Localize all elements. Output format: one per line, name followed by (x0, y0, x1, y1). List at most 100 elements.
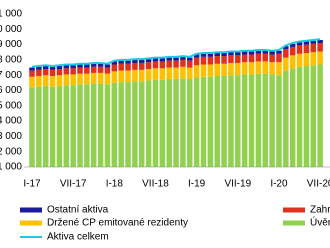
bar-segment (200, 56, 207, 65)
bar-segment (317, 40, 323, 44)
bar-segment (235, 75, 241, 167)
bar-segment (269, 74, 275, 167)
bar-segment (262, 61, 268, 74)
bar-segment (104, 73, 111, 85)
bar-segment (56, 85, 63, 167)
bar-segment (214, 63, 220, 76)
bar-segment (36, 66, 42, 70)
bar-segment (49, 75, 56, 87)
bar-segment (310, 40, 317, 44)
bar-segment (173, 67, 179, 80)
bar-segment (235, 62, 241, 76)
legend-label: Držené CP emitované rezidenty (47, 218, 188, 229)
bar-segment (207, 56, 214, 65)
bar-segment (241, 74, 248, 167)
bar-segment (255, 50, 262, 54)
y-tick-label: 11 000 (0, 9, 22, 20)
bar-segment (235, 52, 241, 56)
legend-swatch (283, 207, 305, 213)
bar-segment (221, 53, 227, 57)
bar-segment (255, 73, 262, 167)
bar-segment (310, 52, 317, 66)
x-tick-label: VII-18 (142, 179, 169, 190)
bar-segment (187, 67, 193, 80)
legend-swatch (20, 207, 42, 213)
bar-segment (180, 59, 186, 67)
bar-segment (104, 64, 111, 68)
bar-segment (63, 74, 70, 86)
bar-segment (241, 62, 248, 75)
bar-segment (289, 68, 296, 167)
bar-segment (228, 52, 234, 56)
bar-segment (29, 67, 35, 71)
bar-segment (317, 51, 323, 65)
bar-segment (276, 75, 282, 167)
bar-segment (63, 65, 70, 69)
bar-segment (90, 66, 97, 73)
bar-segment (111, 71, 118, 83)
bar-segment (248, 62, 255, 75)
x-tick-label: VII-17 (60, 179, 87, 190)
bar-segment (214, 56, 220, 64)
bar-segment (248, 51, 255, 55)
bar-segment (118, 60, 124, 64)
bar-segment (118, 70, 124, 83)
bar-segment (145, 62, 152, 70)
bar-segment (77, 73, 83, 85)
bar-segment (193, 54, 200, 58)
bar-segment (125, 60, 131, 64)
bar-segment (180, 78, 186, 167)
bar-segment (228, 62, 234, 76)
bar-segment (283, 70, 289, 167)
bar-segment (139, 59, 145, 63)
bar-segment (241, 51, 248, 55)
bar-segment (296, 45, 303, 54)
x-tick-label: I-18 (106, 179, 124, 190)
bar-segment (152, 58, 159, 62)
legend-label: Zahraniční aktiva (310, 205, 330, 216)
bar-segment (221, 75, 227, 167)
legend-swatch (283, 220, 305, 226)
bar-segment (317, 43, 323, 52)
bar-segment (310, 43, 317, 53)
bar-segment (84, 64, 90, 68)
bar-segment (248, 54, 255, 63)
bar-segment (296, 42, 303, 46)
bar-segment (145, 80, 152, 167)
bar-segment (29, 87, 35, 167)
legend-label: Aktiva celkem (47, 232, 109, 243)
bar-segment (152, 79, 159, 167)
bar-segment (200, 64, 207, 77)
bar-segment (303, 53, 310, 67)
x-tick-label: I-19 (188, 179, 206, 190)
bar-segment (84, 67, 90, 74)
bar-segment (90, 83, 97, 167)
bar-segment (269, 62, 275, 75)
bar-segment (42, 66, 49, 70)
bar-segment (166, 79, 172, 167)
bar-segment (111, 82, 118, 167)
bar-segment (132, 62, 138, 70)
bar-segment (166, 57, 172, 61)
bar-segment (289, 55, 296, 69)
bar-segment (132, 59, 138, 63)
bar-segment (125, 70, 131, 83)
bar-segment (193, 65, 200, 78)
bar-segment (56, 69, 63, 76)
bar-segment (132, 81, 138, 167)
bar-segment (42, 69, 49, 76)
bar-segment (283, 57, 289, 71)
x-tick-label: I-20 (270, 179, 288, 190)
x-tick-label: I-17 (23, 179, 41, 190)
bar-segment (125, 63, 131, 71)
bar-segment (49, 66, 56, 70)
bar-segment (49, 86, 56, 167)
bar-segment (283, 49, 289, 58)
y-tick-label: 10 000 (0, 24, 22, 35)
bar-segment (296, 66, 303, 167)
legend-label: Ostatní aktiva (47, 205, 109, 216)
y-tick-label: 6 000 (0, 85, 22, 96)
bar-segment (49, 69, 56, 76)
bar-segment (70, 85, 76, 167)
